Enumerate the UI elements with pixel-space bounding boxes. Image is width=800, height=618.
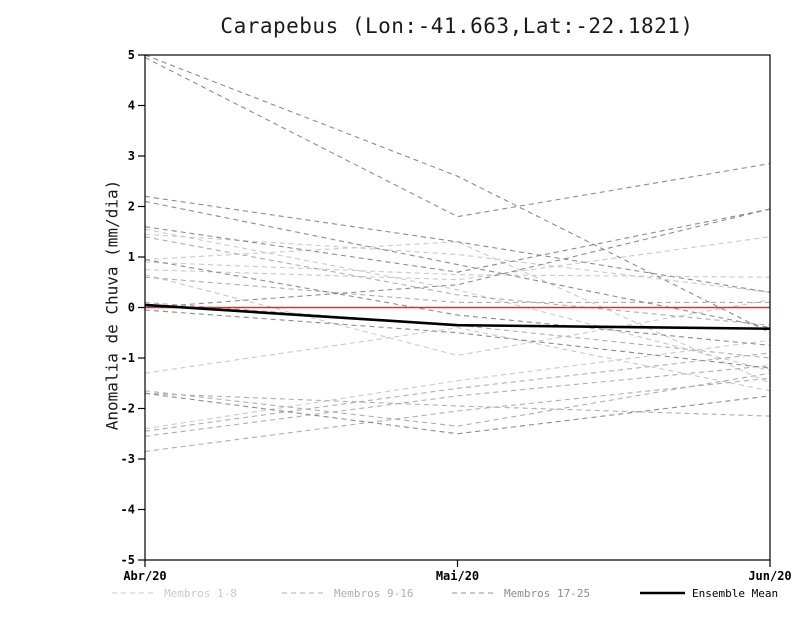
member-line-group-3: [145, 392, 770, 435]
member-line-group-2: [145, 365, 770, 437]
y-tick-label: 3: [128, 149, 135, 163]
legend-label-3: Membros 17-25: [504, 587, 590, 600]
legend-label-4: Ensemble Mean: [692, 587, 778, 600]
y-tick-label: -2: [121, 402, 135, 416]
member-line-group-3: [145, 258, 770, 346]
member-line-group-2: [145, 372, 770, 427]
member-line-group-3: [145, 208, 770, 309]
member-line-group-3: [145, 55, 770, 334]
y-tick-label: 4: [128, 99, 135, 113]
member-line-group-1: [145, 327, 770, 392]
x-tick-label: Jun/20: [748, 569, 791, 583]
x-tick-label: Abr/20: [123, 569, 166, 583]
y-tick-label: 5: [128, 48, 135, 62]
member-line-group-1: [145, 228, 770, 372]
member-line-group-2: [145, 301, 770, 359]
member-line-group-2: [145, 352, 770, 432]
member-line-group-3: [145, 57, 770, 218]
ensemble-mean-line: [144, 303, 771, 331]
y-tick-label: -4: [121, 503, 135, 517]
y-tick-label: 1: [128, 250, 135, 264]
legend-label-1: Membros 1-8: [164, 587, 237, 600]
member-line-group-3: [145, 208, 770, 273]
y-tick-label: 2: [128, 200, 135, 214]
member-line-group-1: [145, 233, 770, 293]
legend-label-2: Membros 9-16: [334, 587, 413, 600]
member-line-group-3: [145, 195, 770, 293]
y-tick-label: -3: [121, 452, 135, 466]
member-line-group-2: [145, 392, 770, 417]
y-tick-label: -5: [121, 553, 135, 567]
member-line-group-2: [145, 236, 770, 326]
member-line-group-1: [145, 241, 770, 384]
member-line-group-3: [145, 200, 770, 329]
member-line-group-1: [145, 274, 770, 357]
y-tick-label: 0: [128, 301, 135, 315]
member-line-group-2: [145, 377, 770, 452]
chart-title: Carapebus (Lon:-41.663,Lat:-22.1821): [220, 14, 694, 38]
member-line-group-1: [145, 236, 770, 281]
member-line-group-3: [145, 309, 770, 369]
x-tick-label: Mai/20: [436, 569, 479, 583]
y-tick-label: -1: [121, 351, 135, 365]
member-line-group-1: [145, 339, 770, 430]
